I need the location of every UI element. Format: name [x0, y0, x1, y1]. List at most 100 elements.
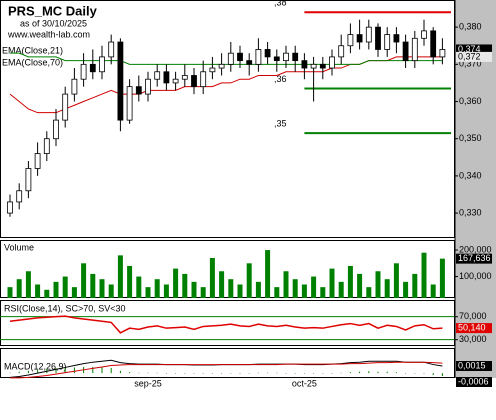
macd-histogram — [156, 372, 158, 374]
volume-bar — [108, 284, 114, 298]
candle-body — [237, 52, 243, 62]
macd-histogram — [193, 373, 195, 374]
volume-bar — [439, 258, 445, 298]
volume-bar — [44, 289, 50, 298]
value-label-box — [456, 377, 492, 387]
level-label: ,36 — [274, 74, 287, 84]
volume-bar — [71, 287, 77, 298]
candle-body — [209, 67, 216, 73]
candle-body — [347, 34, 354, 47]
candle-body — [62, 93, 69, 121]
macd-histogram — [276, 372, 278, 374]
macd-histogram — [294, 373, 296, 374]
candle-body — [34, 153, 41, 169]
macd-histogram — [405, 373, 407, 374]
volume-bar — [53, 281, 59, 298]
volume-bar — [301, 284, 307, 298]
volume-bar — [81, 263, 87, 298]
candle-body — [191, 75, 197, 88]
candle-body — [89, 63, 96, 73]
macd-histogram — [340, 372, 342, 374]
value-label: 0,372 — [458, 51, 481, 61]
volume-bar — [136, 276, 142, 298]
macd-histogram — [165, 373, 167, 374]
candle-body — [181, 75, 188, 80]
volume-bar — [191, 281, 197, 298]
y-tick-label: 0,360 — [459, 96, 482, 106]
macd-histogram — [92, 366, 94, 374]
candle-body — [439, 49, 446, 58]
candle-body — [145, 78, 151, 95]
value-label: 50,140 — [458, 322, 486, 332]
volume-bar — [255, 281, 261, 298]
candle-body — [356, 34, 363, 43]
value-label-box — [456, 253, 492, 264]
value-label: -0,0006 — [458, 376, 489, 386]
macd-histogram — [221, 373, 223, 374]
candle-body — [319, 63, 326, 69]
candle-body — [264, 49, 271, 58]
value-label: 0,374 — [458, 44, 481, 54]
value-label: 167,636 — [458, 253, 491, 263]
candle-body — [246, 60, 253, 65]
macd-histogram — [37, 369, 39, 374]
macd-histogram — [414, 373, 416, 374]
value-label-box — [456, 323, 492, 334]
macd-histogram — [110, 367, 112, 374]
candle-body — [135, 86, 142, 95]
volume-bar — [283, 271, 289, 298]
macd-histogram — [313, 373, 315, 374]
candle-body — [384, 34, 391, 50]
candle-body — [310, 63, 317, 69]
macd-histogram — [18, 371, 20, 374]
volume-bar — [219, 271, 225, 298]
macd-histogram — [267, 372, 269, 374]
candle-body — [154, 71, 161, 80]
volume-bar — [7, 287, 13, 298]
source: www.wealth-lab.com — [7, 29, 90, 39]
volume-bar — [35, 284, 41, 298]
pane-title: RSI(Close,14), SC>70, SV<30 — [4, 303, 126, 313]
candle-body — [273, 56, 280, 62]
volume-bar — [237, 284, 243, 298]
candle-body — [430, 30, 437, 58]
volume-bar — [99, 279, 105, 298]
volume-bar — [127, 265, 133, 298]
macd-histogram — [27, 370, 29, 374]
volume-bar — [412, 273, 418, 298]
macd-histogram — [9, 372, 11, 374]
macd-histogram — [64, 367, 66, 374]
y-tick-label: 30,000 — [459, 334, 487, 344]
volume-bar — [329, 268, 335, 298]
volume-bar — [117, 255, 123, 298]
candle-body — [292, 52, 299, 62]
candle-body — [16, 190, 23, 203]
volume-bar — [246, 263, 252, 298]
candle-body — [393, 34, 400, 43]
volume-bar — [403, 281, 409, 298]
macd-histogram — [432, 373, 434, 376]
volume-bar — [209, 258, 215, 298]
macd-histogram — [101, 367, 103, 374]
x-tick-label: oct-25 — [292, 378, 317, 388]
macd-histogram — [175, 373, 177, 374]
volume-bar — [430, 284, 436, 298]
candle-body — [25, 168, 32, 192]
volume-bar — [320, 287, 326, 298]
candle-body — [365, 26, 372, 43]
macd-histogram — [55, 368, 57, 374]
volume-bar — [347, 265, 353, 298]
macd-histogram — [423, 373, 425, 374]
y-tick-label: 200,000 — [459, 244, 492, 254]
macd-histogram — [119, 370, 121, 374]
axis-band — [455, 0, 496, 378]
volume-bar — [311, 276, 317, 298]
macd-histogram — [303, 373, 305, 374]
macd-histogram — [129, 372, 131, 374]
candle-body — [99, 56, 105, 73]
level-label: ,35 — [274, 119, 287, 129]
volume-bar — [25, 271, 31, 298]
volume-bar — [154, 279, 160, 298]
candle-body — [255, 49, 262, 65]
volume-bar — [173, 268, 179, 298]
